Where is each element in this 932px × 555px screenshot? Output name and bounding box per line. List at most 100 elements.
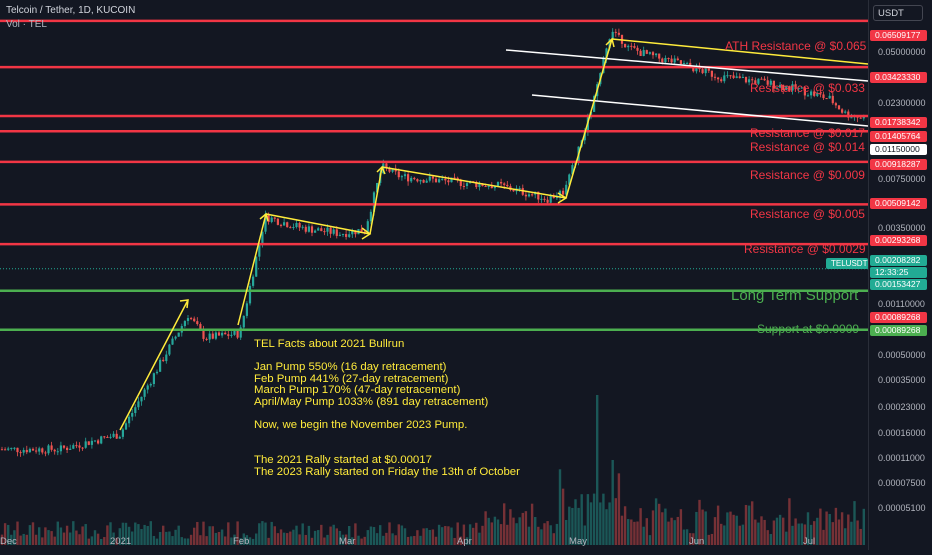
volume-bar xyxy=(574,499,577,545)
candle-body xyxy=(332,229,335,234)
volume-bar xyxy=(143,524,146,545)
volume-bar xyxy=(146,526,149,545)
candle-body xyxy=(608,39,611,49)
volume-bar xyxy=(546,521,549,545)
volume-bar xyxy=(673,520,676,545)
volume-bar xyxy=(292,529,295,545)
volume-bar xyxy=(3,523,7,545)
candle-body xyxy=(289,227,292,229)
volume-bar xyxy=(121,522,125,545)
volume-bar xyxy=(47,530,50,545)
candle-body xyxy=(527,194,531,197)
candle-body xyxy=(267,213,270,222)
volume-bar xyxy=(760,516,763,545)
volume-bar xyxy=(568,506,571,545)
volume-bar xyxy=(329,526,332,545)
candle-body xyxy=(478,183,481,188)
tel-facts-annotation: TEL Facts about 2021 Bullrun Jan Pump 55… xyxy=(254,338,520,478)
candle-body xyxy=(791,84,794,91)
channel-upper-line[interactable] xyxy=(505,49,869,82)
volume-bar xyxy=(642,526,645,545)
channel-lower-line[interactable] xyxy=(531,94,869,127)
volume-bar xyxy=(282,532,286,545)
volume-bar xyxy=(623,506,627,545)
price-chart-svg[interactable] xyxy=(0,0,869,550)
price-tick: 0.00016000 xyxy=(878,428,926,438)
candle-body xyxy=(168,344,171,355)
chart-area[interactable]: Telcoin / Tether, 1D, KUCOIN Vol · TEL A… xyxy=(0,0,869,550)
candle-body xyxy=(301,226,304,228)
volume-bar xyxy=(103,537,106,545)
currency-selector-button[interactable]: USDT xyxy=(873,5,923,21)
candle-body xyxy=(490,186,493,189)
volume-bar xyxy=(543,523,546,545)
volume-bar xyxy=(118,528,121,545)
candle-body xyxy=(416,179,419,182)
volume-bar xyxy=(565,519,568,545)
volume-bar xyxy=(484,511,487,545)
candle-body xyxy=(329,227,332,234)
volume-bar xyxy=(310,537,314,545)
candle-body xyxy=(140,396,143,402)
arrow-may-downtrend xyxy=(611,38,869,65)
volume-bar xyxy=(131,531,134,545)
facts-rally-2021: The 2021 Rally started at $0.00017 xyxy=(254,453,432,466)
x-label-may: May xyxy=(569,536,587,547)
volume-bar xyxy=(695,511,698,545)
volume-bar xyxy=(534,517,537,545)
price-tick: 0.00007500 xyxy=(878,478,926,488)
volume-bar xyxy=(496,519,500,545)
volume-bar xyxy=(341,534,345,545)
candle-body xyxy=(624,43,627,48)
volume-bar xyxy=(28,525,32,545)
volume-bar xyxy=(552,533,555,545)
volume-bar xyxy=(682,529,686,545)
candle-body xyxy=(593,96,596,112)
candle-body xyxy=(335,229,338,236)
candle-body xyxy=(35,450,38,452)
volume-bar xyxy=(586,494,590,545)
volume-bar xyxy=(62,532,66,545)
candle-body xyxy=(729,75,732,77)
candle-body xyxy=(676,58,679,61)
candle-body xyxy=(689,62,692,67)
candle-body xyxy=(159,359,162,372)
candle-body xyxy=(283,222,286,226)
volume-indicator-label[interactable]: Vol · TEL xyxy=(6,19,47,30)
candle-body xyxy=(298,223,301,228)
candle-body xyxy=(701,69,704,74)
candle-body xyxy=(614,31,617,33)
candle-body xyxy=(7,448,10,450)
volume-bar xyxy=(202,521,205,545)
candle-body xyxy=(800,87,803,89)
volume-bar xyxy=(822,529,825,545)
volume-bar xyxy=(605,509,608,545)
candle-body xyxy=(53,449,56,452)
candle-body xyxy=(543,198,546,200)
volume-bar xyxy=(850,521,853,545)
x-label-jul: Jul xyxy=(803,536,816,547)
candle-body xyxy=(633,46,636,48)
candle-body xyxy=(589,111,593,118)
volume-bar xyxy=(224,536,227,545)
candle-body xyxy=(286,222,289,228)
symbol-title[interactable]: Telcoin / Tether, 1D, KUCOIN xyxy=(6,5,136,16)
volume-bar xyxy=(354,523,357,545)
volume-bar xyxy=(617,473,621,545)
x-label-mar: Mar xyxy=(339,536,356,547)
volume-bar xyxy=(236,521,239,545)
volume-bar xyxy=(503,503,506,545)
volume-bar xyxy=(853,501,856,545)
candle-body xyxy=(31,448,35,451)
price-tick: 0.02300000 xyxy=(878,98,926,108)
candle-body xyxy=(806,95,810,97)
volume-bar xyxy=(109,522,112,545)
candle-body xyxy=(772,80,775,89)
volume-bar xyxy=(363,536,366,545)
price-tick: 0.05000000 xyxy=(878,47,926,57)
candle-body xyxy=(314,230,317,233)
volume-bar xyxy=(22,533,25,545)
volume-bar xyxy=(540,529,543,545)
candle-body xyxy=(304,226,307,232)
candle-body xyxy=(326,227,329,232)
